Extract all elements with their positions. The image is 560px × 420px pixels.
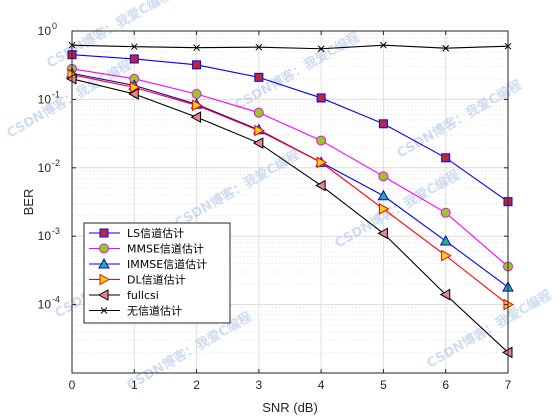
triangle-left-marker bbox=[252, 137, 264, 149]
x-marker bbox=[317, 45, 325, 53]
series-line bbox=[71, 74, 509, 306]
x-marker bbox=[255, 43, 263, 51]
x-tick-label: 5 bbox=[380, 378, 387, 392]
legend-entry: DL信道估计 bbox=[89, 273, 186, 287]
square-marker bbox=[192, 60, 202, 70]
y-axis-label: BER bbox=[21, 189, 36, 216]
series-5 bbox=[68, 41, 512, 53]
triangle-left-marker bbox=[377, 227, 388, 240]
legend-entry: fullcsi bbox=[89, 289, 159, 302]
series-line bbox=[71, 44, 509, 50]
triangle-right-marker bbox=[316, 156, 328, 169]
circle-marker bbox=[440, 207, 451, 218]
square-marker bbox=[316, 93, 326, 103]
x-tick-label: 6 bbox=[442, 378, 449, 392]
circle-marker bbox=[191, 88, 202, 99]
legend-label: LS信道估计 bbox=[127, 226, 184, 240]
legend-label: IMMSE信道估计 bbox=[127, 257, 207, 271]
triangle-right-marker bbox=[378, 203, 390, 215]
y-tick-exponent: -2 bbox=[52, 158, 60, 168]
square-marker bbox=[441, 153, 451, 163]
y-tick-label: 10 bbox=[38, 161, 52, 175]
square-marker bbox=[254, 72, 264, 82]
x-marker bbox=[380, 41, 387, 49]
legend-label: MMSE信道估计 bbox=[127, 242, 204, 256]
x-tick-label: 2 bbox=[193, 378, 200, 392]
legend-box bbox=[83, 222, 231, 324]
x-marker bbox=[442, 44, 450, 52]
legend-entry: MMSE信道估计 bbox=[89, 242, 204, 256]
triangle-left-marker bbox=[315, 179, 326, 192]
legend-label: 无信道估计 bbox=[127, 304, 182, 318]
legend-entry: IMMSE信道估计 bbox=[89, 257, 207, 271]
legend-label: DL信道估计 bbox=[127, 273, 186, 287]
square-marker bbox=[99, 228, 109, 238]
triangle-right-marker bbox=[129, 81, 141, 94]
series-layer bbox=[65, 41, 515, 359]
triangle-left-marker bbox=[439, 288, 451, 301]
x-marker bbox=[100, 307, 108, 314]
x-tick-label: 1 bbox=[131, 378, 138, 392]
square-marker bbox=[378, 119, 388, 129]
legend-entry: 无信道估计 bbox=[89, 304, 182, 318]
triangle-left-marker bbox=[97, 289, 109, 301]
triangle-up-marker bbox=[439, 234, 452, 246]
legend-entry: LS信道估计 bbox=[89, 226, 184, 240]
triangle-left-marker bbox=[190, 111, 202, 124]
y-tick-label: 10 bbox=[38, 229, 52, 243]
x-axis-ticks: 0 1 2 3 4 5 6 7 bbox=[69, 31, 512, 392]
y-tick-exponent: 0 bbox=[52, 21, 57, 31]
triangle-right-marker bbox=[192, 99, 203, 112]
circle-marker bbox=[316, 135, 327, 146]
square-marker bbox=[129, 54, 139, 64]
x-axis-label: SNR (dB) bbox=[262, 400, 318, 415]
triangle-up-marker bbox=[377, 189, 390, 201]
y-tick-exponent: -1 bbox=[52, 89, 60, 99]
y-tick-label: 10 bbox=[38, 92, 52, 106]
axes-box bbox=[71, 30, 509, 374]
circle-marker bbox=[99, 243, 109, 254]
y-tick-label: 10 bbox=[38, 24, 52, 38]
triangle-up-marker bbox=[98, 257, 110, 269]
x-marker bbox=[130, 43, 138, 51]
y-tick-label: 10 bbox=[38, 298, 52, 312]
x-tick-label: 3 bbox=[256, 378, 263, 392]
circle-marker bbox=[378, 171, 389, 182]
series-line bbox=[71, 78, 509, 353]
series-line bbox=[71, 54, 509, 203]
y-tick-exponent: -3 bbox=[52, 226, 60, 236]
x-marker bbox=[193, 44, 200, 52]
circle-marker bbox=[253, 107, 264, 118]
triangle-right-marker bbox=[254, 124, 265, 137]
triangle-right-marker bbox=[441, 249, 452, 262]
series-line bbox=[71, 68, 509, 267]
x-tick-label: 0 bbox=[69, 378, 76, 392]
x-tick-label: 7 bbox=[505, 378, 512, 392]
x-tick-label: 4 bbox=[318, 378, 325, 392]
triangle-right-marker bbox=[99, 273, 111, 286]
y-tick-exponent: -4 bbox=[52, 295, 60, 305]
legend-label: fullcsi bbox=[127, 289, 159, 302]
triangle-left-marker bbox=[128, 88, 139, 100]
